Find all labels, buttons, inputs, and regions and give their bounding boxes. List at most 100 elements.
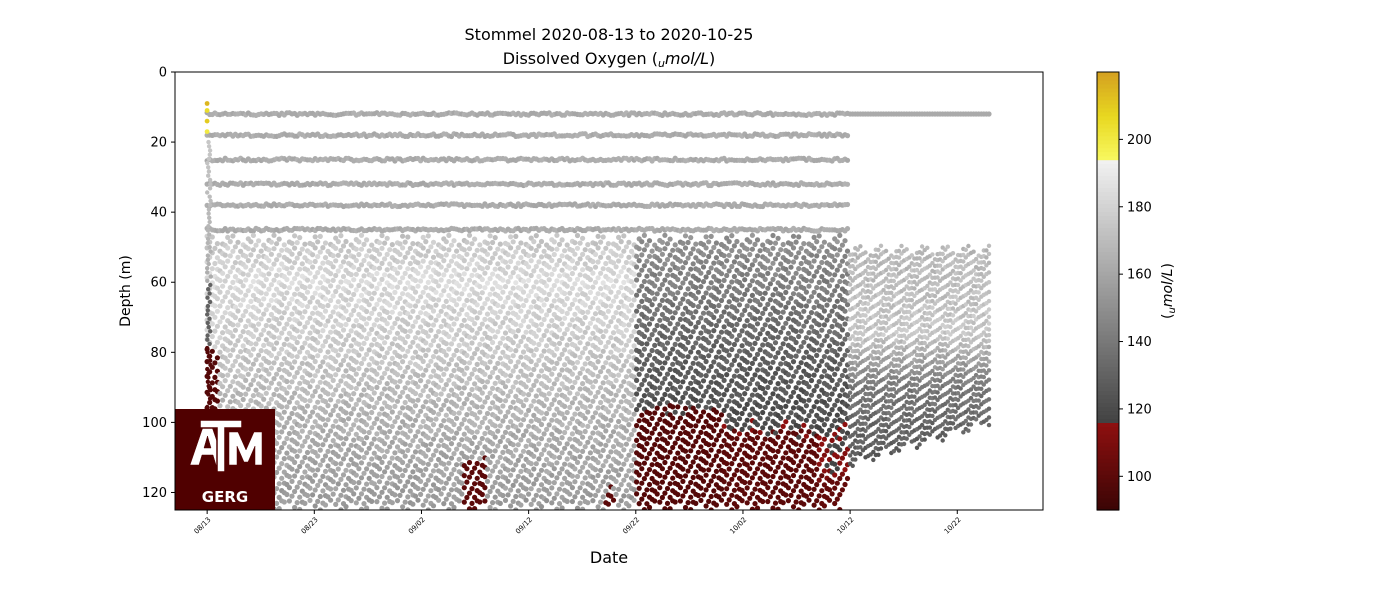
data-point (436, 411, 442, 417)
data-point (266, 271, 272, 277)
data-point (225, 388, 231, 394)
data-point (531, 497, 537, 503)
data-point (322, 240, 329, 246)
data-point (546, 367, 552, 373)
data-point (569, 384, 576, 390)
data-point (538, 368, 545, 374)
data-point (523, 412, 529, 418)
data-point (374, 485, 380, 491)
data-point (374, 473, 380, 479)
data-point (538, 451, 545, 457)
data-point (595, 275, 601, 281)
data-point (245, 371, 251, 377)
data-point (320, 428, 326, 434)
data-point (505, 478, 511, 484)
data-point (595, 259, 601, 265)
data-point (412, 390, 419, 397)
data-point (536, 259, 542, 265)
data-point (482, 270, 488, 276)
data-point (608, 277, 614, 284)
data-point (538, 238, 545, 245)
data-point (569, 473, 576, 479)
data-point (556, 372, 563, 378)
data-point (613, 365, 619, 371)
data-point (209, 266, 215, 272)
data-point (356, 381, 362, 387)
data-point (598, 328, 604, 334)
data-point (443, 382, 449, 388)
data-point (248, 298, 254, 304)
data-point (603, 442, 609, 448)
data-point (294, 328, 300, 334)
data-point (466, 232, 473, 238)
data-point (405, 364, 411, 370)
data-point (646, 321, 653, 327)
data-point (502, 384, 509, 390)
data-point (636, 402, 642, 408)
data-point (490, 239, 496, 246)
data-point (340, 243, 347, 249)
data-point (551, 381, 557, 387)
data-point (523, 271, 529, 277)
data-point (598, 483, 604, 489)
data-point (384, 448, 390, 454)
data-point (214, 339, 220, 345)
data-point (328, 313, 334, 320)
data-point (335, 239, 341, 245)
data-point (366, 362, 372, 368)
data-point (518, 468, 524, 474)
data-point (523, 443, 529, 449)
data-point (315, 329, 321, 335)
data-point (546, 422, 552, 428)
data-point (407, 328, 413, 334)
data-point (536, 373, 542, 379)
data-point (513, 447, 519, 453)
data-point (292, 291, 298, 297)
data-point (315, 399, 321, 405)
data-point (361, 356, 367, 362)
data-point (477, 295, 483, 301)
data-point (592, 410, 599, 416)
data-point (623, 327, 630, 333)
data-point (490, 255, 496, 261)
data-point (279, 330, 285, 336)
data-point (425, 435, 431, 441)
data-point (317, 379, 323, 385)
data-point (646, 481, 653, 488)
data-point (248, 352, 254, 358)
data-point (464, 412, 470, 418)
data-point (551, 495, 557, 501)
data-point (376, 240, 383, 246)
data-point (358, 475, 365, 481)
data-point (348, 498, 354, 504)
data-point (556, 429, 563, 435)
data-point (384, 267, 390, 273)
data-point (232, 260, 238, 266)
data-point (333, 403, 339, 409)
data-point (479, 491, 485, 498)
data-point (487, 346, 493, 352)
data-point (582, 329, 588, 335)
data-point (569, 416, 576, 422)
data-point (564, 342, 570, 348)
data-point (554, 334, 560, 340)
data-point (515, 314, 521, 320)
data-point (618, 269, 624, 275)
data-point (407, 360, 413, 366)
data-point (232, 342, 238, 348)
data-point (590, 414, 596, 420)
data-point (353, 359, 359, 365)
data-point (528, 486, 534, 492)
data-point (657, 247, 663, 253)
data-point (325, 289, 331, 295)
data-point (646, 435, 653, 441)
data-point (307, 497, 313, 503)
data-point (618, 239, 624, 245)
data-point (397, 425, 403, 431)
data-point (397, 295, 403, 301)
data-point (294, 453, 300, 459)
data-point (394, 300, 401, 306)
data-point (335, 481, 341, 487)
data-point (253, 327, 259, 333)
